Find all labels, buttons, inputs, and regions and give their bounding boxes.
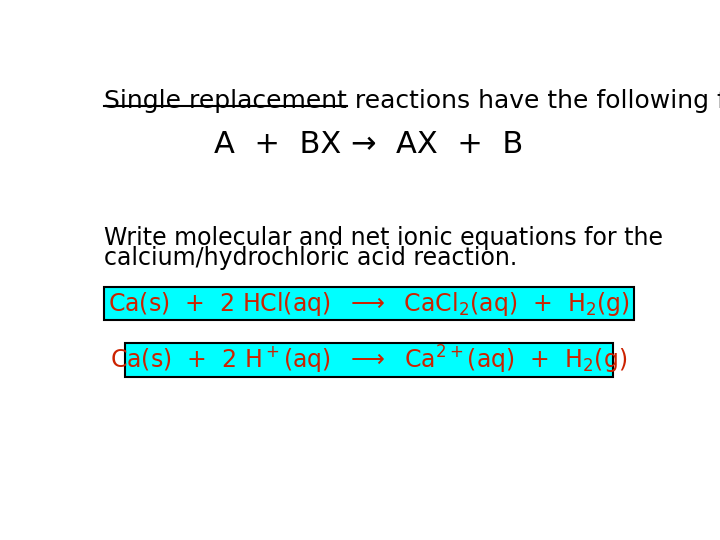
Text: A  +  BX →  AX  +  B: A + BX → AX + B [215,130,523,159]
FancyBboxPatch shape [125,343,613,377]
Text: Ca(s)  +  2 HCl(aq)  $\longrightarrow$  CaCl$_2$(aq)  +  H$_2$(g): Ca(s) + 2 HCl(aq) $\longrightarrow$ CaCl… [108,289,630,318]
Text: Ca(s)  +  2 H$^+$(aq)  $\longrightarrow$  Ca$^{2+}$(aq)  +  H$_2$(g): Ca(s) + 2 H$^+$(aq) $\longrightarrow$ Ca… [110,343,628,376]
Text: calcium/hydrochloric acid reaction.: calcium/hydrochloric acid reaction. [104,246,517,270]
FancyBboxPatch shape [104,287,634,320]
Text: Single replacement reactions have the following form:: Single replacement reactions have the fo… [104,90,720,113]
Text: Write molecular and net ionic equations for the: Write molecular and net ionic equations … [104,226,663,251]
